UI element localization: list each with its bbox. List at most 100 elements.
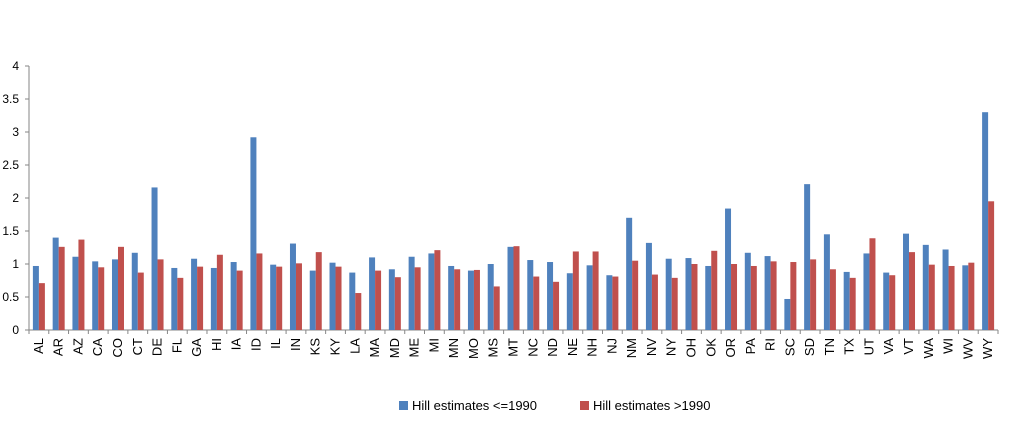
bar-post1990-HI xyxy=(216,254,223,330)
bar-pre1990-IN xyxy=(289,243,296,330)
bar-pre1990-FL xyxy=(171,267,178,330)
bar-post1990-MS xyxy=(493,286,500,330)
y-tick-label: 0 xyxy=(12,323,19,337)
bar-post1990-MO xyxy=(473,269,480,330)
bar-pre1990-MO xyxy=(467,270,474,330)
bar-post1990-CO xyxy=(117,246,124,330)
x-category-label: IL xyxy=(268,338,283,349)
y-tick-label: 3.5 xyxy=(2,92,19,106)
bar-post1990-PA xyxy=(750,265,757,330)
bar-post1990-ND xyxy=(553,281,560,330)
bar-post1990-DE xyxy=(157,259,164,330)
bar-post1990-RI xyxy=(770,261,777,330)
x-category-label: OH xyxy=(683,338,698,358)
bar-post1990-NM xyxy=(632,260,639,330)
bar-pre1990-GA xyxy=(191,258,198,330)
legend-label: Hill estimates >1990 xyxy=(593,398,710,413)
x-category-label: NE xyxy=(565,338,580,356)
x-category-label: KS xyxy=(308,338,323,356)
x-category-label: NH xyxy=(585,338,600,357)
bar-post1990-NC xyxy=(533,276,540,330)
bar-post1990-LA xyxy=(355,293,362,330)
x-category-label: PA xyxy=(743,338,758,355)
x-category-label: VT xyxy=(901,338,916,355)
chart-legend: Hill estimates <=1990 Hill estimates >199… xyxy=(399,398,710,413)
bar-post1990-AZ xyxy=(78,239,85,330)
x-category-label: NY xyxy=(664,338,679,356)
bar-post1990-MT xyxy=(513,246,520,330)
y-tick-label: 0.5 xyxy=(2,290,19,304)
bar-pre1990-AL xyxy=(32,265,39,330)
bar-post1990-OR xyxy=(731,264,738,330)
x-axis-labels: AL AR AZ CA CO CT DE FL GA HI IA ID IL IN KS KY LA MA MD ME… xyxy=(31,338,995,359)
y-axis-ticks: 0 0.5 1 1.5 2 2.5 3 3.5 4 xyxy=(2,59,29,337)
x-category-label: SC xyxy=(782,338,797,356)
bar-post1990-NE xyxy=(572,251,579,330)
bar-pre1990-WY xyxy=(982,112,989,330)
x-category-label: MI xyxy=(426,338,441,352)
bar-pre1990-NY xyxy=(665,258,672,330)
x-category-label: OR xyxy=(723,338,738,358)
bar-post1990-TN xyxy=(829,269,836,330)
bar-pre1990-UT xyxy=(863,253,870,330)
bar-post1990-CT xyxy=(137,272,144,330)
bar-pre1990-KS xyxy=(309,270,316,330)
x-category-label: MD xyxy=(387,338,402,358)
bar-pre1990-NE xyxy=(566,273,573,330)
bar-pre1990-NM xyxy=(626,217,633,330)
x-category-label: NC xyxy=(525,338,540,357)
bar-post1990-ME xyxy=(414,267,421,330)
x-category-label: KY xyxy=(328,338,343,356)
y-tick-label: 1.5 xyxy=(2,224,19,238)
x-category-label: NM xyxy=(624,338,639,358)
x-category-label: LA xyxy=(347,338,362,354)
bar-post1990-MN xyxy=(454,269,461,330)
x-category-label: CA xyxy=(90,338,105,356)
bar-pre1990-VT xyxy=(903,233,910,330)
y-tick-label: 1 xyxy=(12,257,19,271)
x-category-label: TN xyxy=(822,338,837,355)
bar-post1990-WI xyxy=(948,265,955,330)
x-category-label: ND xyxy=(545,338,560,357)
x-category-label: AL xyxy=(31,338,46,354)
bar-pre1990-NH xyxy=(586,265,593,330)
x-category-label: ID xyxy=(248,338,263,351)
bar-post1990-MA xyxy=(375,270,382,330)
x-category-label: MO xyxy=(466,338,481,359)
bar-pre1990-IA xyxy=(230,262,237,330)
bar-pre1990-ID xyxy=(250,137,257,330)
bar-pre1990-LA xyxy=(349,272,356,330)
bar-post1990-OK xyxy=(711,250,718,330)
bar-pre1990-OR xyxy=(725,208,732,330)
bar-pre1990-OH xyxy=(685,258,692,330)
bar-pre1990-AZ xyxy=(72,256,79,330)
bar-post1990-GA xyxy=(197,266,204,330)
bar-post1990-IA xyxy=(236,270,243,330)
bar-pre1990-WV xyxy=(962,265,969,330)
y-tick-label: 4 xyxy=(12,59,19,73)
x-category-label: SD xyxy=(802,338,817,356)
legend-swatch xyxy=(399,401,408,410)
bar-pre1990-TN xyxy=(823,234,830,330)
bar-post1990-WV xyxy=(968,262,975,330)
bar-post1990-SD xyxy=(810,259,817,330)
bar-pre1990-IL xyxy=(270,264,277,330)
bar-post1990-VT xyxy=(909,252,916,330)
x-category-label: TX xyxy=(842,338,857,355)
bar-pre1990-NJ xyxy=(606,275,613,330)
bar-post1990-IL xyxy=(276,266,283,330)
y-tick-label: 2 xyxy=(12,191,19,205)
x-category-label: RI xyxy=(763,338,778,351)
bar-post1990-FL xyxy=(177,277,184,330)
x-category-label: ME xyxy=(407,338,422,358)
bar-post1990-KS xyxy=(315,252,322,330)
legend-label: Hill estimates <=1990 xyxy=(412,398,537,413)
x-category-label: MA xyxy=(367,338,382,358)
bar-post1990-WA xyxy=(928,264,935,330)
bar-pre1990-OK xyxy=(705,265,712,330)
x-category-label: CT xyxy=(130,338,145,355)
bar-post1990-AL xyxy=(38,283,45,330)
bar-post1990-NY xyxy=(671,277,678,330)
